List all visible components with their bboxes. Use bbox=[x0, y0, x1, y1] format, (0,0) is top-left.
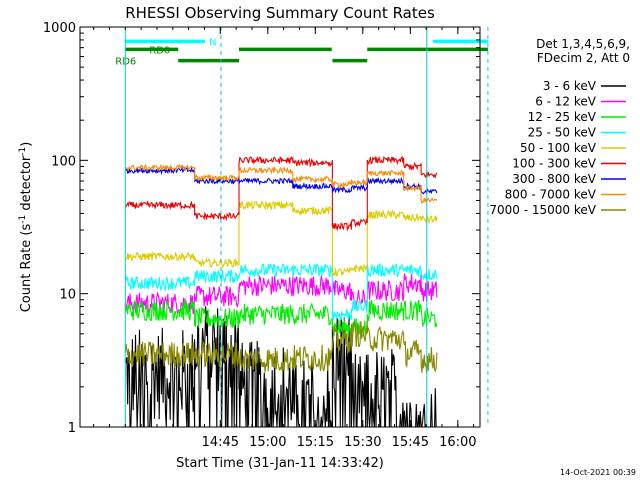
legend-label: 800 - 7000 keV bbox=[505, 188, 597, 202]
x-tick-label: 15:15 bbox=[297, 435, 334, 450]
flag-label: RD6 bbox=[115, 57, 136, 68]
timestamp: 14-Oct-2021 00:39 bbox=[560, 468, 636, 477]
x-tick-label: 15:30 bbox=[344, 435, 381, 450]
series-line-3 bbox=[124, 299, 438, 339]
legend-label: 6 - 12 keV bbox=[535, 95, 597, 109]
series-line-9 bbox=[124, 320, 438, 373]
legend-header-line-1: Det 1,3,4,5,6,9, bbox=[536, 37, 630, 51]
flag-bars: N RD0 RD6 bbox=[115, 37, 488, 68]
series-line-7 bbox=[124, 165, 438, 195]
marker-lines bbox=[124, 27, 489, 427]
legend-label: 25 - 50 keV bbox=[528, 126, 597, 140]
x-tick-label: 16:00 bbox=[439, 435, 476, 450]
y-axis-label: Count Rate (s-1 detector-1) bbox=[18, 142, 34, 313]
plot-frame bbox=[79, 26, 481, 428]
y-tick-label: 100 bbox=[51, 154, 76, 169]
series-line-5 bbox=[124, 200, 438, 278]
x-tick-label: 15:45 bbox=[392, 435, 429, 450]
legend-label: 50 - 100 keV bbox=[520, 141, 597, 155]
x-tick-label: 14:45 bbox=[202, 435, 239, 450]
legend-label: 7000 - 15000 keV bbox=[489, 203, 596, 217]
y-tick-label: 10 bbox=[59, 288, 76, 303]
axes: 14:45 15:00 15:15 15:30 15:45 16:00 1 10 100 1000 bbox=[43, 21, 480, 450]
series-line-4 bbox=[124, 262, 438, 321]
legend-header-line-2: FDecim 2, Att 0 bbox=[537, 51, 630, 65]
series-line-6 bbox=[124, 155, 438, 232]
legend-label: 300 - 800 keV bbox=[512, 172, 596, 186]
series-line-8 bbox=[125, 163, 438, 205]
legend-label: 12 - 25 keV bbox=[528, 110, 597, 124]
x-axis-label: Start Time (31-Jan-11 14:33:42) bbox=[176, 456, 384, 471]
flag-label: RD0 bbox=[149, 45, 170, 56]
x-tick-label: 15:00 bbox=[249, 435, 286, 450]
y-tick-label: 1000 bbox=[43, 21, 76, 36]
legend-label: 3 - 6 keV bbox=[543, 79, 597, 93]
chart-title: RHESSI Observing Summary Count Rates bbox=[125, 4, 435, 22]
legend: Det 1,3,4,5,6,9, FDecim 2, Att 0 3 - 6 k… bbox=[489, 37, 630, 217]
flag-label: N bbox=[209, 37, 216, 48]
y-tick-label: 1 bbox=[68, 421, 76, 436]
legend-label: 100 - 300 keV bbox=[512, 157, 596, 171]
